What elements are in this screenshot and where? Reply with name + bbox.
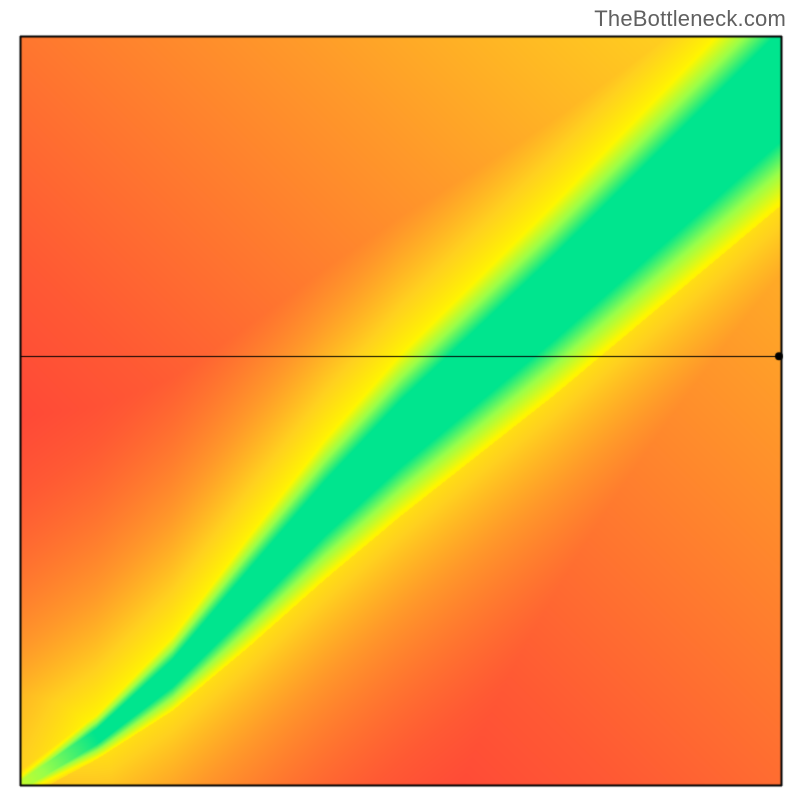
- bottleneck-heatmap: [0, 0, 800, 800]
- watermark-text: TheBottleneck.com: [594, 6, 786, 32]
